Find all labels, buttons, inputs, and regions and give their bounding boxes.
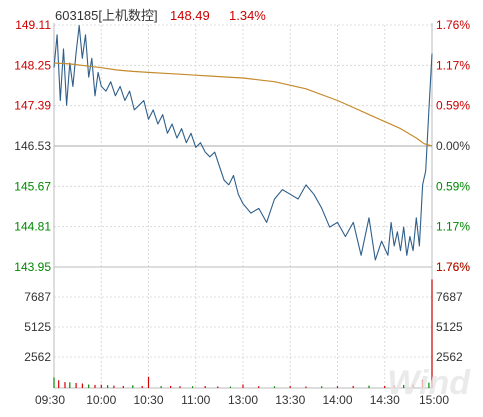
y-tick-left: 147.39 <box>14 99 51 113</box>
volume-bar <box>113 385 115 388</box>
volume-bar <box>107 385 109 388</box>
volume-bar <box>321 386 323 388</box>
volume-bar <box>132 385 134 388</box>
volume-bar <box>204 386 206 388</box>
volume-bar <box>179 386 181 388</box>
volume-bar <box>81 383 83 388</box>
volume-bar <box>170 385 172 388</box>
volume-bar <box>75 383 77 388</box>
volume-tick-right: 5125 <box>436 320 463 334</box>
grid <box>53 24 433 388</box>
volume-bar <box>192 386 194 388</box>
last-price: 148.49 <box>170 8 210 23</box>
average-line <box>53 62 433 147</box>
volume-bar <box>69 382 71 388</box>
x-tick-label: 09:30 <box>35 393 65 407</box>
volume-bar <box>88 384 90 388</box>
volume-bar <box>305 386 307 388</box>
y-tick-left: 143.95 <box>14 260 51 274</box>
axis-labels: 149.11 148.25 147.39 146.53 145.67 144.81 143.… <box>14 18 470 407</box>
header: 603185[上机数控] 148.49 1.34% <box>55 8 266 23</box>
volume-bar <box>421 379 424 388</box>
price-lines <box>53 24 433 261</box>
volume-bar <box>368 385 370 388</box>
volume-tick-left: 7687 <box>24 290 51 304</box>
y-tick-right: 1.76% <box>436 260 470 274</box>
y-tick-right: 0.59% <box>436 179 470 193</box>
volume-bar <box>64 382 66 388</box>
volume-bar <box>147 376 150 388</box>
volume-bar <box>122 385 124 388</box>
y-tick-right: 0.00% <box>436 139 470 153</box>
x-tick-label: 13:30 <box>275 393 305 407</box>
volume-bar <box>403 384 405 388</box>
volume-bar <box>393 385 395 388</box>
volume-bar <box>58 380 60 388</box>
y-tick-left: 149.11 <box>15 18 51 32</box>
volume-top-pct: 1.76% <box>436 260 470 274</box>
volume-bar <box>289 386 291 388</box>
y-tick-right: 1.76% <box>436 18 470 32</box>
price-line <box>53 24 433 261</box>
watermark: Wind <box>387 364 471 402</box>
volume-bar <box>352 385 354 388</box>
volume-bar <box>160 386 162 388</box>
x-tick-label: 10:30 <box>133 393 163 407</box>
volume-bar <box>217 386 219 388</box>
x-tick-label: 13:00 <box>228 393 258 407</box>
volume-bar <box>229 386 231 388</box>
volume-bar <box>428 382 430 388</box>
volume-bar <box>258 386 260 388</box>
volume-bar <box>53 377 55 388</box>
volume-bar <box>100 384 102 388</box>
y-tick-left: 145.67 <box>14 179 51 193</box>
volume-tick-right: 7687 <box>436 290 463 304</box>
volume-bar <box>94 384 96 388</box>
change-percent: 1.34% <box>229 8 266 23</box>
volume-tick-left: 5125 <box>24 320 51 334</box>
volume-tick-right: 2562 <box>436 350 463 364</box>
x-tick-label: 14:00 <box>322 393 352 407</box>
volume-bar <box>412 384 414 388</box>
y-tick-left: 144.81 <box>14 220 51 234</box>
y-tick-left: 146.53 <box>14 139 51 153</box>
y-tick-left: 148.25 <box>14 58 51 72</box>
x-tick-label: 11:00 <box>181 393 210 407</box>
x-tick-label: 14:30 <box>370 393 400 407</box>
volume-bar <box>141 386 143 388</box>
volume-bar <box>336 386 339 388</box>
x-tick-label: 15:00 <box>419 393 449 407</box>
volume-bar <box>431 279 433 388</box>
volume-tick-left: 2562 <box>24 350 51 364</box>
volume-bar <box>384 386 386 388</box>
volume-bar <box>242 384 244 388</box>
x-tick-label: 10:00 <box>86 393 116 407</box>
y-tick-right: 1.17% <box>436 220 470 234</box>
volume-bar <box>273 386 276 388</box>
y-tick-right: 0.59% <box>436 99 470 113</box>
y-tick-right: 1.17% <box>436 58 470 72</box>
volume-bars <box>53 279 433 388</box>
stock-code-name: 603185[上机数控] <box>55 8 158 23</box>
